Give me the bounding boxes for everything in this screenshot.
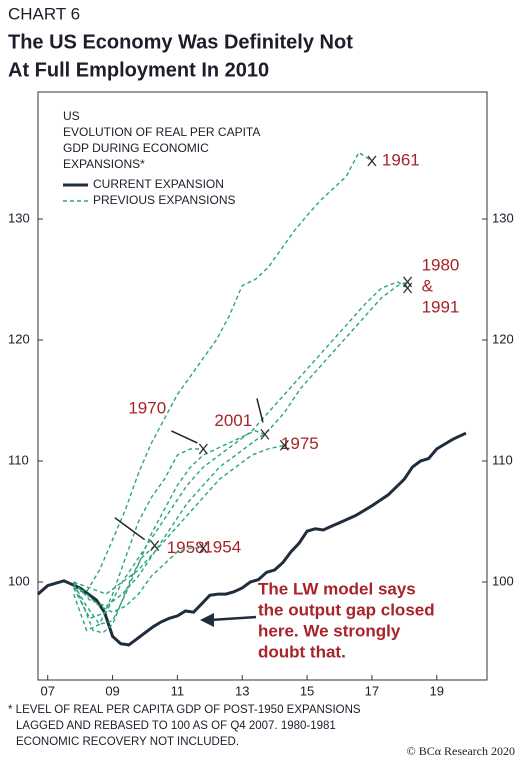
end-marker (198, 542, 208, 554)
y2-tick-label: 130 (492, 210, 514, 225)
y2-tick-label: 120 (492, 331, 514, 346)
footnote: LAGGED AND REBASED TO 100 AS OF Q4 2007.… (16, 720, 336, 732)
x-tick-label: 11 (171, 683, 185, 698)
x-tick-label: 15 (300, 683, 314, 698)
subtitle: EVOLUTION OF REAL PER CAPITA (63, 125, 260, 139)
end-marker (403, 276, 413, 288)
previous-expansion-line (73, 281, 408, 620)
annotation: the output gap closed (258, 600, 435, 619)
x-tick-label: 07 (40, 683, 54, 698)
previous-expansion-line (73, 545, 156, 634)
y-tick-label: 120 (8, 331, 30, 346)
annotation: The LW model says (258, 579, 416, 598)
previous-expansion-line (73, 448, 204, 632)
previous-expansion-line (73, 444, 285, 595)
footnote: ECONOMIC RECOVERY NOT INCLUDED. (16, 736, 239, 748)
plot-frame (37, 91, 488, 681)
subtitle: EXPANSIONS* (63, 157, 145, 171)
x-tick-label: 19 (430, 683, 444, 698)
x-tick-label: 09 (105, 683, 119, 698)
series-label: & (422, 276, 434, 295)
label-leader (114, 517, 146, 541)
end-marker (260, 428, 270, 440)
label-leader (256, 398, 264, 423)
series-label: 1958 (167, 538, 205, 557)
previous-expansion-line (73, 547, 204, 613)
source: © BCα Research 2020 (407, 744, 515, 758)
series-label: 1991 (422, 297, 460, 316)
chart-title: At Full Employment In 2010 (8, 59, 269, 81)
legend-label: CURRENT EXPANSION (93, 177, 224, 191)
current-expansion-line (37, 431, 467, 647)
series-label: 1954 (203, 538, 241, 557)
series-label: 1961 (382, 150, 420, 169)
previous-expansion-line (73, 430, 266, 626)
chart-label: CHART 6 (8, 4, 80, 23)
x-tick-label: 13 (235, 683, 249, 698)
y2-tick-label: 110 (492, 452, 513, 467)
subtitle: GDP DURING ECONOMIC (63, 141, 209, 155)
series-label: 2001 (214, 411, 252, 430)
label-leader (171, 430, 198, 444)
footnote: * LEVEL OF REAL PER CAPITA GDP OF POST-1… (8, 704, 361, 716)
end-marker (198, 443, 208, 455)
x-tick-label: 17 (365, 683, 379, 698)
annotation: doubt that. (258, 642, 346, 661)
series-label: 1980 (422, 255, 460, 274)
annotation-arrowhead (200, 613, 214, 627)
subtitle: US (63, 109, 80, 123)
previous-expansion-line (73, 281, 408, 607)
end-marker (150, 540, 160, 552)
end-marker (367, 155, 377, 167)
series-label: 1970 (128, 398, 166, 417)
y-tick-label: 110 (8, 452, 29, 467)
annotation-arrow (209, 615, 257, 622)
y-tick-label: 130 (8, 210, 30, 225)
end-marker (279, 439, 289, 451)
series-label: 1975 (281, 434, 319, 453)
previous-expansion-line (73, 151, 373, 593)
annotation: here. We strongly (258, 621, 401, 640)
y2-tick-label: 100 (492, 573, 514, 588)
legend-label: PREVIOUS EXPANSIONS (93, 193, 235, 207)
y-tick-label: 100 (8, 573, 30, 588)
chart-title: The US Economy Was Definitely Not (8, 31, 353, 53)
